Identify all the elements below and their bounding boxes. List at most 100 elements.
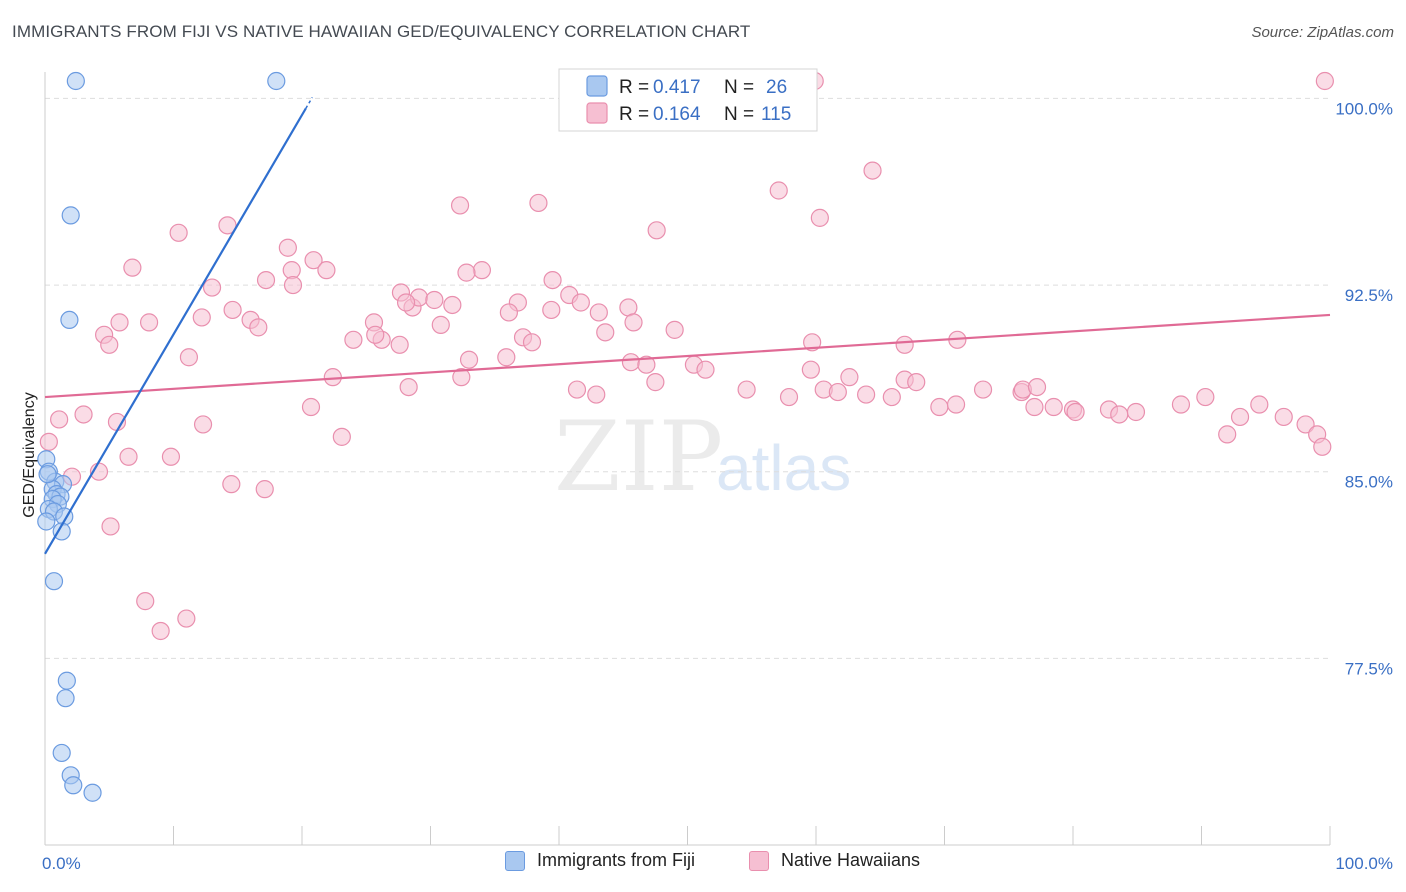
hawaii-point [857, 385, 876, 404]
hawaii-point [169, 223, 188, 242]
hawaii-point [193, 415, 213, 434]
hawaii-point [218, 216, 237, 235]
fiji-point [56, 689, 75, 708]
hawaii-point [396, 293, 416, 312]
hawaii-point [472, 261, 491, 280]
legend-hawaii-n-value: 115 [761, 104, 791, 125]
y-tick-labels: 77.5% 85.0% 92.5% 100.0% [1335, 99, 1393, 678]
x-tick-label: 0.0% [42, 854, 81, 873]
fiji-point [57, 671, 76, 690]
hawaii-point [50, 410, 69, 429]
fiji-point [52, 522, 71, 541]
hawaii-point [344, 330, 363, 349]
hawaii-point [177, 609, 196, 628]
legend-fiji-n-label: N = [724, 77, 754, 98]
hawaii-point [1027, 377, 1047, 397]
hawaii-point [136, 592, 155, 611]
hawaii-point [589, 303, 608, 322]
trend-lines [44, 97, 1331, 555]
hawaii-point [192, 308, 211, 327]
hawaii-point [828, 382, 847, 402]
hawaii-point [1171, 395, 1191, 414]
hawaii-point [801, 360, 820, 379]
hawaii-point [179, 348, 199, 367]
hawaii-point [1066, 402, 1085, 422]
hawaii-point [499, 303, 518, 322]
hawaii-point [202, 278, 222, 297]
hawaii-point [301, 397, 321, 417]
hawaii-point [101, 517, 120, 536]
series-legend: Immigrants from Fiji Native Hawaiians [0, 850, 1406, 880]
hawaii-point [1110, 405, 1129, 424]
legend-label-fiji: Immigrants from Fiji [537, 850, 696, 870]
y-tick-label: 85.0% [1345, 473, 1393, 492]
hawaii-point [543, 270, 562, 290]
hawaii-point [452, 368, 471, 387]
hawaii-point [390, 335, 409, 354]
fiji-point [52, 743, 71, 763]
hawaii-point [1313, 437, 1332, 456]
hawaii-point [139, 313, 159, 332]
legend-item-hawaiians: Native Hawaiians [749, 850, 920, 871]
hawaii-point [665, 320, 684, 339]
legend-fiji-r-label: R = [619, 77, 649, 98]
hawaii-point [529, 193, 548, 213]
correlation-legend: R = 0.417 N = 26 R = 0.164 N = 115 [558, 68, 818, 132]
x-tick-label: 100.0% [1335, 854, 1393, 873]
fiji-points [37, 71, 286, 802]
watermark-zip: ZIP [554, 401, 723, 513]
y-axis-title: GED/Equivalency [21, 392, 38, 517]
hawaii-point [779, 387, 799, 407]
hawaii-point [222, 475, 241, 494]
grid-lines [45, 97, 1330, 659]
hawaii-point [283, 275, 303, 295]
fiji-point [66, 71, 85, 91]
fiji-point [60, 310, 79, 330]
hawaii-point [907, 373, 926, 392]
hawaii-point [696, 360, 715, 379]
hawaii-point [1196, 387, 1215, 407]
hawaii-point [1250, 395, 1269, 414]
hawaii-point [621, 353, 641, 372]
fiji-point [64, 776, 83, 795]
hawaii-point [399, 377, 418, 397]
fiji-point [267, 71, 286, 91]
hawaii-point [1044, 397, 1063, 417]
legend-fiji-n-value: 26 [766, 77, 787, 98]
hawaii-point [304, 251, 323, 270]
hawaii-point [769, 181, 788, 200]
watermark: ZIP atlas [554, 401, 851, 513]
source-note: Source: ZipAtlas.com [1251, 24, 1394, 41]
hawaii-point [1126, 402, 1146, 422]
hawaii-point [646, 373, 665, 392]
hawaii-point [1274, 407, 1293, 427]
hawaii-point [223, 300, 242, 320]
fiji-point [83, 783, 102, 802]
hawaii-point [1296, 415, 1315, 434]
hawaii-point [803, 333, 822, 352]
legend-fiji-r-value: 0.417 [653, 77, 701, 98]
hawaii-point [431, 315, 450, 334]
hawaii-point [542, 300, 561, 320]
legend-label-hawaiians: Native Hawaiians [781, 850, 921, 870]
y-tick-label: 77.5% [1345, 659, 1393, 678]
hawaii-point [882, 387, 901, 407]
fiji-point [38, 465, 57, 484]
hawaii-point [425, 290, 444, 310]
hawaii-point [596, 323, 615, 342]
hawaii-point [1025, 397, 1044, 417]
hawaii-point [161, 447, 181, 466]
x-tick-labels: 0.0% 100.0% [42, 854, 1393, 873]
hawaii-point [123, 258, 142, 277]
native-hawaiians-points [39, 71, 1334, 641]
y-tick-label: 100.0% [1335, 99, 1393, 118]
hawaii-point [497, 348, 516, 367]
hawaii-point [457, 263, 476, 282]
hawaii-point [522, 333, 542, 352]
hawaii-point [571, 293, 590, 312]
legend-hawaii-r-value: 0.164 [653, 104, 701, 125]
fiji-point [61, 206, 80, 225]
hawaii-point [443, 295, 462, 315]
hawaii-point [737, 380, 756, 399]
hawaii-point [256, 270, 276, 290]
